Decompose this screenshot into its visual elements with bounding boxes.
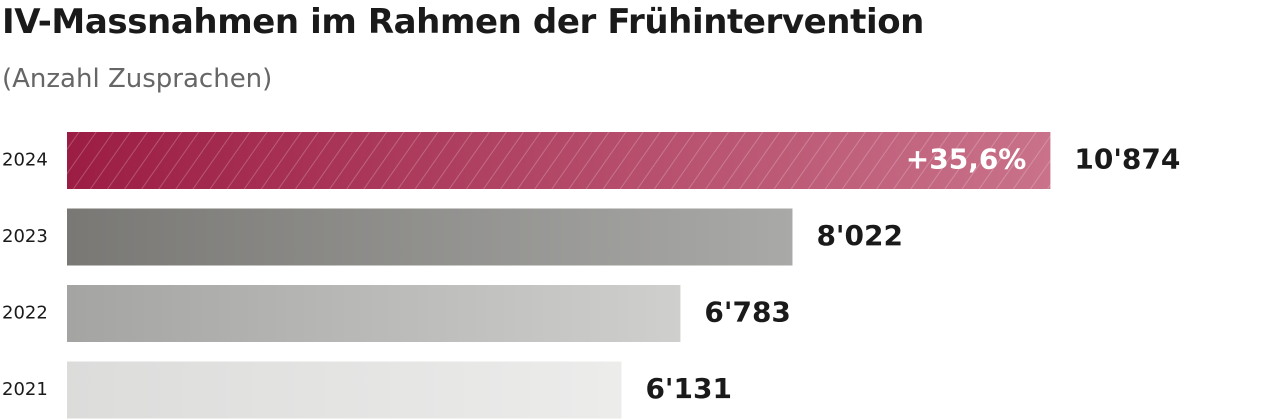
- category-label-2023: 2023: [2, 226, 48, 247]
- bar-2021: [67, 361, 622, 419]
- value-label-2022: 6'783: [704, 296, 791, 329]
- chart-subtitle: (Anzahl Zusprachen): [2, 64, 273, 94]
- value-label-2024: 10'874: [1074, 143, 1180, 176]
- category-label-2024: 2024: [2, 150, 48, 171]
- value-label-2023: 8'022: [816, 219, 903, 252]
- bar-hatch-2024: [67, 132, 1051, 189]
- category-label-2022: 2022: [2, 303, 48, 324]
- bar-2022: [67, 285, 681, 342]
- bars-layer: 2024 +35,6% 10'874 2023 8'022 2022 6'783 2021 6'…: [2, 132, 1180, 419]
- chart-title: IV-Massnahmen im Rahmen der Frühinterven…: [2, 2, 924, 42]
- value-label-2021: 6'131: [645, 372, 732, 405]
- category-label-2021: 2021: [2, 379, 48, 400]
- bar-2023: [67, 208, 793, 266]
- change-annotation-2024: +35,6%: [906, 143, 1027, 176]
